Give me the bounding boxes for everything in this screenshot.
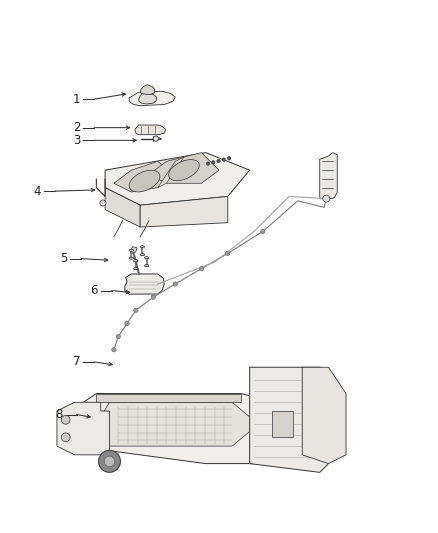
Polygon shape xyxy=(57,402,110,455)
Text: 7: 7 xyxy=(73,356,81,368)
Circle shape xyxy=(153,136,159,141)
Polygon shape xyxy=(114,161,175,192)
Circle shape xyxy=(134,308,138,312)
Ellipse shape xyxy=(145,264,149,266)
Polygon shape xyxy=(74,393,320,464)
Circle shape xyxy=(125,321,129,326)
Ellipse shape xyxy=(140,254,145,256)
Polygon shape xyxy=(140,85,155,94)
Ellipse shape xyxy=(145,257,149,259)
Circle shape xyxy=(227,157,231,160)
Circle shape xyxy=(222,158,226,161)
FancyBboxPatch shape xyxy=(272,411,293,437)
Ellipse shape xyxy=(129,170,160,192)
Polygon shape xyxy=(96,402,258,446)
Circle shape xyxy=(226,251,230,255)
Polygon shape xyxy=(302,367,346,464)
Circle shape xyxy=(100,200,106,206)
Ellipse shape xyxy=(134,260,138,262)
Polygon shape xyxy=(96,393,241,402)
Polygon shape xyxy=(130,247,137,253)
Text: 4: 4 xyxy=(33,184,41,198)
Circle shape xyxy=(212,160,215,164)
Circle shape xyxy=(261,229,265,233)
Text: 3: 3 xyxy=(73,134,80,147)
Text: 5: 5 xyxy=(60,252,67,265)
Ellipse shape xyxy=(140,246,145,248)
Polygon shape xyxy=(105,152,250,205)
Circle shape xyxy=(323,195,330,202)
Polygon shape xyxy=(139,93,156,104)
Text: 2: 2 xyxy=(73,121,81,134)
Polygon shape xyxy=(135,125,166,135)
Circle shape xyxy=(116,334,120,339)
Polygon shape xyxy=(105,188,140,227)
Polygon shape xyxy=(158,157,184,188)
Text: 8: 8 xyxy=(56,408,63,421)
Circle shape xyxy=(206,162,210,165)
Circle shape xyxy=(173,282,177,286)
Ellipse shape xyxy=(129,257,134,259)
Circle shape xyxy=(112,348,116,352)
Circle shape xyxy=(61,415,70,424)
Circle shape xyxy=(199,266,204,271)
Circle shape xyxy=(217,159,220,163)
Polygon shape xyxy=(125,274,164,294)
Polygon shape xyxy=(140,197,228,227)
Ellipse shape xyxy=(129,249,134,252)
Polygon shape xyxy=(129,91,175,106)
Text: 6: 6 xyxy=(90,284,98,297)
Ellipse shape xyxy=(134,268,138,270)
Polygon shape xyxy=(320,152,337,199)
Text: 1: 1 xyxy=(73,93,81,106)
Ellipse shape xyxy=(169,159,199,181)
Circle shape xyxy=(99,450,120,472)
Polygon shape xyxy=(149,152,219,183)
Circle shape xyxy=(61,433,70,442)
Circle shape xyxy=(104,456,115,467)
Polygon shape xyxy=(250,367,328,472)
Circle shape xyxy=(151,295,155,300)
